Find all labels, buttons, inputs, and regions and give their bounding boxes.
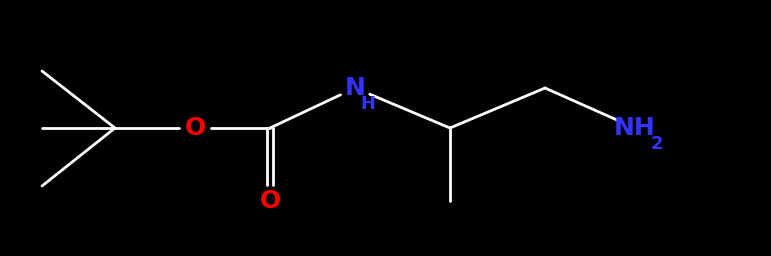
Text: N: N xyxy=(345,76,365,100)
Text: O: O xyxy=(184,116,206,140)
Text: O: O xyxy=(259,189,281,213)
Text: H: H xyxy=(361,95,375,113)
Text: 2: 2 xyxy=(651,135,663,153)
Text: NH: NH xyxy=(614,116,656,140)
